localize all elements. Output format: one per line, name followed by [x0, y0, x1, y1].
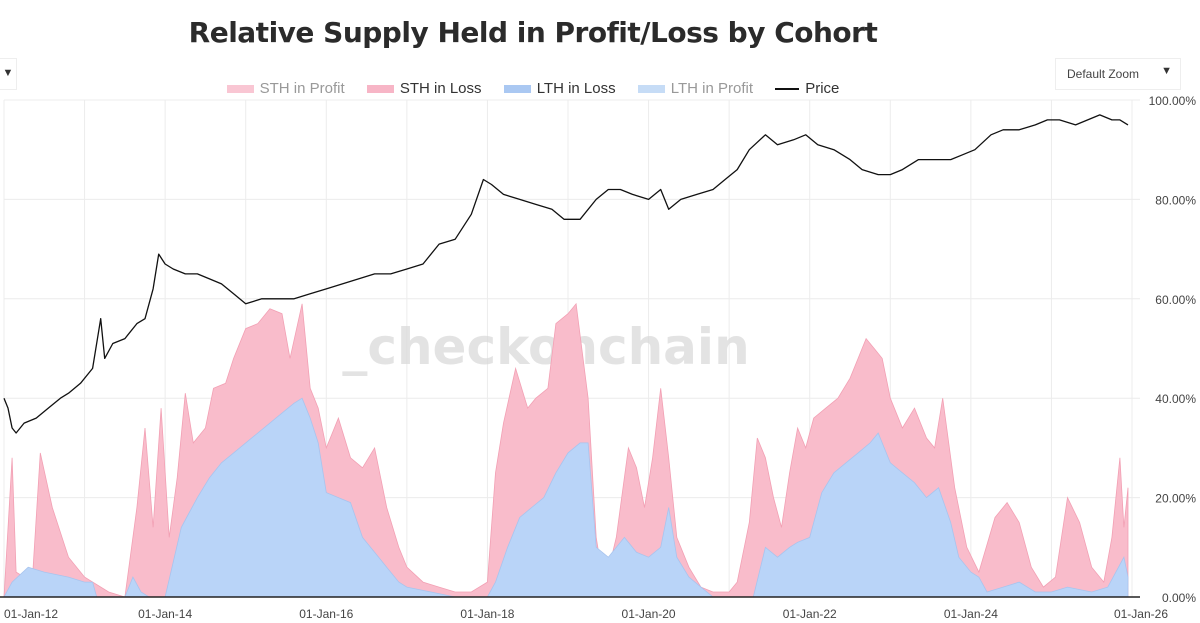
y-tick-label: 60.00% — [1155, 293, 1196, 307]
y-tick-label: 100.00% — [1149, 94, 1197, 108]
legend-item-sth-profit[interactable]: STH in Profit — [226, 80, 345, 97]
x-tick-label: 01-Jan-22 — [783, 607, 837, 621]
x-tick-label: 01-Jan-12 — [4, 607, 58, 621]
legend-swatch-price — [775, 88, 800, 91]
area-series — [3, 302, 1129, 598]
left-dropdown-button[interactable]: ▼ — [0, 58, 17, 90]
chart-title: Relative Supply Held in Profit/Loss by C… — [188, 16, 878, 49]
x-tick-label: 01-Jan-14 — [138, 607, 192, 621]
y-tick-label: 80.00% — [1155, 193, 1196, 207]
chart-legend: STH in Profit STH in Loss LTH in Loss LT… — [0, 80, 1066, 97]
y-tick-label: 20.00% — [1155, 492, 1196, 506]
legend-swatch-sth-profit — [226, 85, 254, 94]
legend-label-sth-loss: STH in Loss — [399, 80, 482, 97]
legend-label-lth-loss: LTH in Loss — [536, 80, 616, 97]
series-price — [3, 114, 1129, 434]
watermark-text: _checkonchain — [342, 318, 749, 376]
legend-label-sth-profit: STH in Profit — [259, 80, 345, 97]
legend-swatch-lth-profit — [637, 85, 665, 94]
legend-item-lth-profit[interactable]: LTH in Profit — [637, 80, 754, 97]
axes: 0.00% 20.00% 40.00% 60.00% 80.00% 100.00% 01-J… — [0, 94, 1196, 621]
legend-label-lth-profit: LTH in Profit — [670, 80, 754, 97]
zoom-dropdown[interactable]: Default Zoom ▼ — [1055, 58, 1181, 90]
legend-swatch-lth-loss — [503, 85, 531, 94]
x-tick-label: 01-Jan-20 — [622, 607, 676, 621]
x-tick-label: 01-Jan-26 — [1114, 607, 1168, 621]
line-series — [3, 114, 1129, 434]
chevron-down-icon: ▼ — [2, 67, 14, 79]
legend-item-price[interactable]: Price — [775, 80, 839, 97]
series-lth-in-loss — [3, 397, 1129, 598]
x-tick-label: 01-Jan-16 — [299, 607, 353, 621]
chevron-down-icon: ▼ — [1161, 65, 1172, 77]
x-tick-label: 01-Jan-18 — [460, 607, 514, 621]
x-tick-label: 01-Jan-24 — [944, 607, 998, 621]
y-tick-label: 0.00% — [1162, 591, 1196, 605]
legend-swatch-sth-loss — [366, 85, 394, 94]
legend-item-lth-loss[interactable]: LTH in Loss — [503, 80, 616, 97]
legend-item-sth-loss[interactable]: STH in Loss — [366, 80, 482, 97]
zoom-label: Default Zoom — [1067, 67, 1140, 81]
y-tick-label: 40.00% — [1155, 392, 1196, 406]
legend-label-price: Price — [805, 80, 840, 97]
